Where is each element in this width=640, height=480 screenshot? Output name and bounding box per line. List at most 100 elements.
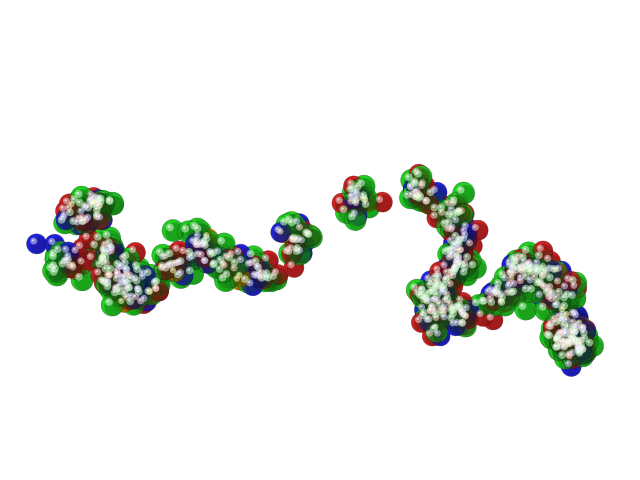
Circle shape <box>90 199 108 217</box>
Circle shape <box>438 272 460 294</box>
Circle shape <box>68 201 74 207</box>
Circle shape <box>428 287 435 294</box>
Circle shape <box>162 219 184 241</box>
Circle shape <box>532 267 551 286</box>
Circle shape <box>57 207 77 228</box>
Circle shape <box>113 267 120 274</box>
Circle shape <box>433 265 440 272</box>
Circle shape <box>428 278 450 300</box>
Circle shape <box>360 191 367 199</box>
Circle shape <box>465 239 483 256</box>
Circle shape <box>447 280 454 287</box>
Circle shape <box>96 274 118 296</box>
Circle shape <box>440 214 463 236</box>
Circle shape <box>540 282 557 300</box>
Circle shape <box>78 213 95 230</box>
Circle shape <box>493 294 516 316</box>
Circle shape <box>545 287 552 294</box>
Circle shape <box>349 181 351 184</box>
Circle shape <box>166 259 186 278</box>
Circle shape <box>344 208 366 230</box>
Circle shape <box>92 210 113 230</box>
Circle shape <box>572 336 579 343</box>
Circle shape <box>433 314 440 321</box>
Circle shape <box>478 296 497 315</box>
Circle shape <box>569 276 577 284</box>
Circle shape <box>499 299 502 301</box>
Circle shape <box>446 212 449 215</box>
Circle shape <box>101 234 123 256</box>
Circle shape <box>437 283 456 301</box>
Circle shape <box>104 238 123 256</box>
Circle shape <box>443 290 460 307</box>
Circle shape <box>282 244 301 264</box>
Circle shape <box>158 264 165 271</box>
Circle shape <box>524 264 542 282</box>
Circle shape <box>162 264 170 272</box>
Circle shape <box>538 246 541 249</box>
Circle shape <box>518 266 536 283</box>
Circle shape <box>541 284 544 286</box>
Circle shape <box>181 244 203 266</box>
Circle shape <box>179 247 186 254</box>
Circle shape <box>113 290 115 293</box>
Circle shape <box>107 285 129 307</box>
Circle shape <box>159 253 166 260</box>
Circle shape <box>509 269 516 276</box>
Circle shape <box>254 273 257 276</box>
Circle shape <box>92 197 109 214</box>
Circle shape <box>450 243 470 263</box>
Circle shape <box>511 266 513 269</box>
Circle shape <box>140 294 157 311</box>
Circle shape <box>582 331 584 333</box>
Circle shape <box>576 320 582 326</box>
Circle shape <box>525 264 532 272</box>
Circle shape <box>102 248 104 251</box>
Circle shape <box>557 334 577 354</box>
Circle shape <box>118 282 138 302</box>
Circle shape <box>447 301 468 323</box>
Circle shape <box>118 261 140 283</box>
Circle shape <box>414 281 436 303</box>
Circle shape <box>576 348 579 350</box>
Circle shape <box>283 247 291 254</box>
Circle shape <box>152 285 159 292</box>
Circle shape <box>444 210 462 228</box>
Circle shape <box>451 216 468 233</box>
Circle shape <box>452 264 460 272</box>
Circle shape <box>177 260 179 262</box>
Circle shape <box>453 234 456 236</box>
Circle shape <box>440 286 443 288</box>
Circle shape <box>76 192 79 194</box>
Circle shape <box>227 261 247 281</box>
Circle shape <box>92 210 111 229</box>
Circle shape <box>68 243 88 263</box>
Circle shape <box>196 252 198 254</box>
Circle shape <box>172 254 191 275</box>
Circle shape <box>243 277 245 280</box>
Circle shape <box>424 289 432 297</box>
Circle shape <box>497 290 504 297</box>
Circle shape <box>190 253 193 256</box>
Circle shape <box>428 278 435 285</box>
Circle shape <box>415 191 422 197</box>
Circle shape <box>451 204 473 226</box>
Circle shape <box>79 259 81 262</box>
Circle shape <box>188 255 190 258</box>
Circle shape <box>94 273 114 293</box>
Circle shape <box>427 286 445 305</box>
Circle shape <box>120 275 123 277</box>
Circle shape <box>540 282 547 289</box>
Circle shape <box>554 331 571 348</box>
Circle shape <box>123 292 125 295</box>
Circle shape <box>508 275 515 281</box>
Circle shape <box>244 255 264 276</box>
Circle shape <box>284 248 287 251</box>
Circle shape <box>188 268 190 271</box>
Circle shape <box>564 292 568 295</box>
Circle shape <box>556 298 578 320</box>
Circle shape <box>492 291 494 293</box>
Circle shape <box>539 281 541 284</box>
Circle shape <box>68 263 86 280</box>
Circle shape <box>574 336 582 344</box>
